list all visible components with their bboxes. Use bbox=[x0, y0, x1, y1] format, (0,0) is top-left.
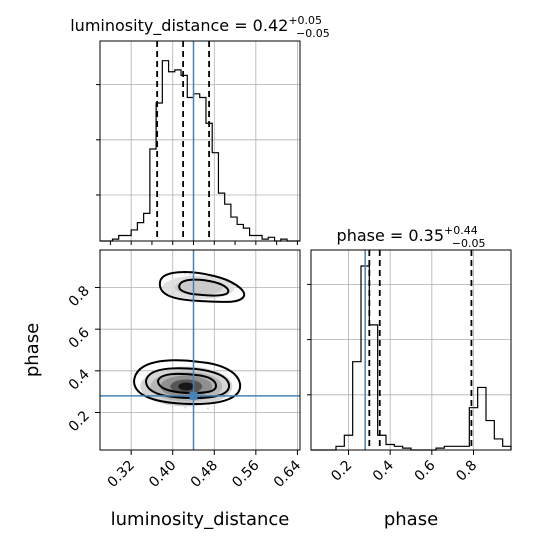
contour-lower-middle bbox=[144, 367, 230, 400]
y-axis-label-phase: phase bbox=[22, 323, 43, 377]
luminosity-distance-histogram-panel: luminosity_distance = 0.42+0.05 −0.05 bbox=[70, 14, 330, 245]
phase-histogram-line bbox=[311, 265, 512, 451]
luminosity-distance-title: luminosity_distance = 0.42+0.05 −0.05 bbox=[70, 14, 330, 40]
joint-xtick-label-3: 0.56 bbox=[229, 457, 262, 490]
joint-xtick-label-0: 0.32 bbox=[105, 458, 138, 491]
phase-title: phase = 0.35+0.44 −0.05 bbox=[337, 224, 486, 250]
contour-lower-inner bbox=[156, 372, 218, 395]
phase-xtick-label-3: 0.8 bbox=[453, 458, 480, 485]
sample-point bbox=[189, 273, 192, 276]
joint-ytick-label-2: 0.6 bbox=[66, 325, 93, 352]
joint-ytick-label-3: 0.8 bbox=[66, 283, 93, 310]
contour-upper-outer bbox=[158, 271, 246, 303]
phase-xtick-label-2: 0.6 bbox=[412, 457, 439, 484]
phase-histogram-frame bbox=[310, 249, 512, 451]
sample-point bbox=[207, 407, 209, 410]
joint-xtick-label-2: 0.48 bbox=[188, 458, 221, 491]
x-axis-label-luminosity-distance: luminosity_distance bbox=[111, 509, 290, 530]
sample-point bbox=[184, 272, 186, 275]
joint-density-panel: 0.32 0.40 0.48 0.56 0.64 0.2 0.4 0.6 0.8 luminos… bbox=[22, 249, 304, 530]
luminosity-distance-histogram-frame bbox=[99, 40, 301, 242]
sample-point bbox=[184, 406, 187, 409]
phase-histogram-panel: phase = 0.35+0.44 −0.05 0.2 0.4 0.6 0.8 phas… bbox=[307, 224, 512, 530]
density-shade-lower-mode-4 bbox=[178, 382, 195, 391]
joint-ytick-label-1: 0.4 bbox=[66, 366, 93, 393]
phase-xtick-label-0: 0.2 bbox=[328, 458, 355, 485]
joint-density-frame bbox=[99, 249, 301, 451]
phase-xtick-label-1: 0.4 bbox=[370, 457, 397, 484]
contour-lower-outer bbox=[132, 359, 242, 406]
contour-upper-inner bbox=[178, 278, 230, 297]
x-axis-label-phase: phase bbox=[384, 509, 438, 530]
joint-truth-marker bbox=[189, 391, 198, 400]
density-shade-upper-mode-1 bbox=[174, 279, 223, 296]
luminosity-distance-histogram-line bbox=[100, 60, 300, 242]
joint-xtick-label-4: 0.64 bbox=[271, 457, 304, 490]
joint-ytick-label-0: 0.2 bbox=[66, 408, 93, 435]
joint-xtick-label-1: 0.40 bbox=[146, 458, 179, 491]
